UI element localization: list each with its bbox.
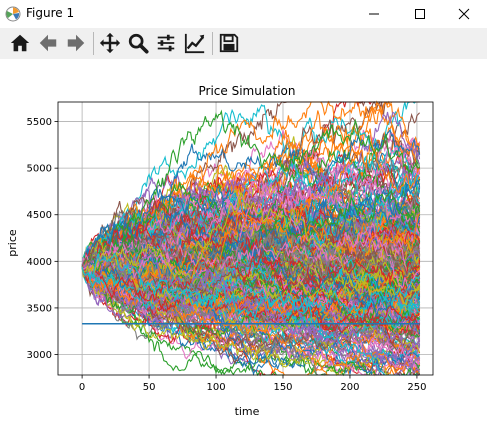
matplotlib-logo-icon bbox=[5, 6, 21, 22]
title-bar: Figure 1 bbox=[0, 0, 487, 28]
back-arrow-icon bbox=[39, 34, 57, 52]
x-tick-label: 200 bbox=[340, 382, 359, 393]
back-button[interactable] bbox=[36, 31, 60, 55]
simulated-price-path bbox=[81, 258, 420, 322]
minimize-button[interactable] bbox=[351, 0, 397, 28]
simulated-price-path bbox=[82, 263, 421, 351]
y-tick-label: 4500 bbox=[27, 210, 52, 221]
axis-ticks: 0 50 100 150 200 250 3000 3500 4000 4500 5000 5500 bbox=[27, 117, 427, 393]
y-tick-label: 5500 bbox=[27, 117, 52, 128]
configure-subplots-button[interactable] bbox=[154, 31, 178, 55]
simulated-price-path bbox=[81, 189, 421, 278]
y-tick-label: 5000 bbox=[27, 164, 52, 175]
x-tick-label: 150 bbox=[273, 382, 292, 393]
simulated-price-path bbox=[81, 191, 421, 307]
home-button[interactable] bbox=[8, 31, 32, 55]
maximize-button[interactable] bbox=[397, 0, 443, 28]
edit-axes-icon bbox=[184, 33, 205, 54]
save-icon bbox=[219, 33, 239, 53]
close-icon bbox=[458, 8, 470, 20]
price-simulation-chart: Price Simulation 0 50 100 150 200 250 3000 3500… bbox=[6, 84, 434, 418]
x-axis-label: time bbox=[235, 405, 260, 418]
simulated-price-path bbox=[81, 231, 421, 292]
x-tick-label: 250 bbox=[407, 382, 426, 393]
zoom-button[interactable] bbox=[126, 31, 150, 55]
simulated-price-path bbox=[81, 239, 421, 317]
configure-subplots-icon bbox=[157, 34, 175, 52]
simulated-price-path bbox=[81, 220, 420, 376]
simulated-price-path bbox=[81, 254, 421, 374]
close-button[interactable] bbox=[441, 0, 487, 28]
figure-canvas[interactable]: Price Simulation 0 50 100 150 200 250 3000 3500… bbox=[0, 59, 487, 424]
forward-arrow-icon bbox=[67, 34, 85, 52]
y-tick-label: 3500 bbox=[27, 303, 52, 314]
minimize-icon bbox=[369, 13, 379, 15]
x-tick-label: 0 bbox=[79, 382, 85, 393]
pan-button[interactable] bbox=[98, 31, 122, 55]
simulated-price-path bbox=[81, 252, 421, 320]
y-tick-label: 3000 bbox=[27, 350, 52, 361]
x-tick-label: 100 bbox=[206, 382, 225, 393]
chart-title: Price Simulation bbox=[198, 84, 295, 98]
maximize-icon bbox=[415, 9, 425, 19]
simulated-price-path bbox=[81, 250, 420, 376]
edit-axes-button[interactable] bbox=[183, 31, 207, 55]
y-axis-label: price bbox=[6, 229, 19, 257]
zoom-icon bbox=[128, 33, 149, 54]
simulated-price-path bbox=[81, 156, 421, 276]
simulated-price-path bbox=[81, 239, 420, 304]
navigation-toolbar bbox=[0, 28, 487, 59]
x-tick-label: 50 bbox=[143, 382, 156, 393]
axes-frame bbox=[57, 101, 434, 376]
home-icon bbox=[10, 34, 30, 52]
simulated-price-path bbox=[81, 109, 420, 268]
toolbar-separator bbox=[93, 32, 94, 55]
series-group bbox=[81, 100, 421, 377]
simulated-price-path bbox=[81, 228, 421, 280]
toolbar-separator bbox=[212, 32, 213, 55]
window-title: Figure 1 bbox=[26, 6, 75, 20]
save-button[interactable] bbox=[217, 31, 241, 55]
pan-icon bbox=[99, 32, 121, 54]
forward-button[interactable] bbox=[64, 31, 88, 55]
y-tick-label: 4000 bbox=[27, 257, 52, 268]
